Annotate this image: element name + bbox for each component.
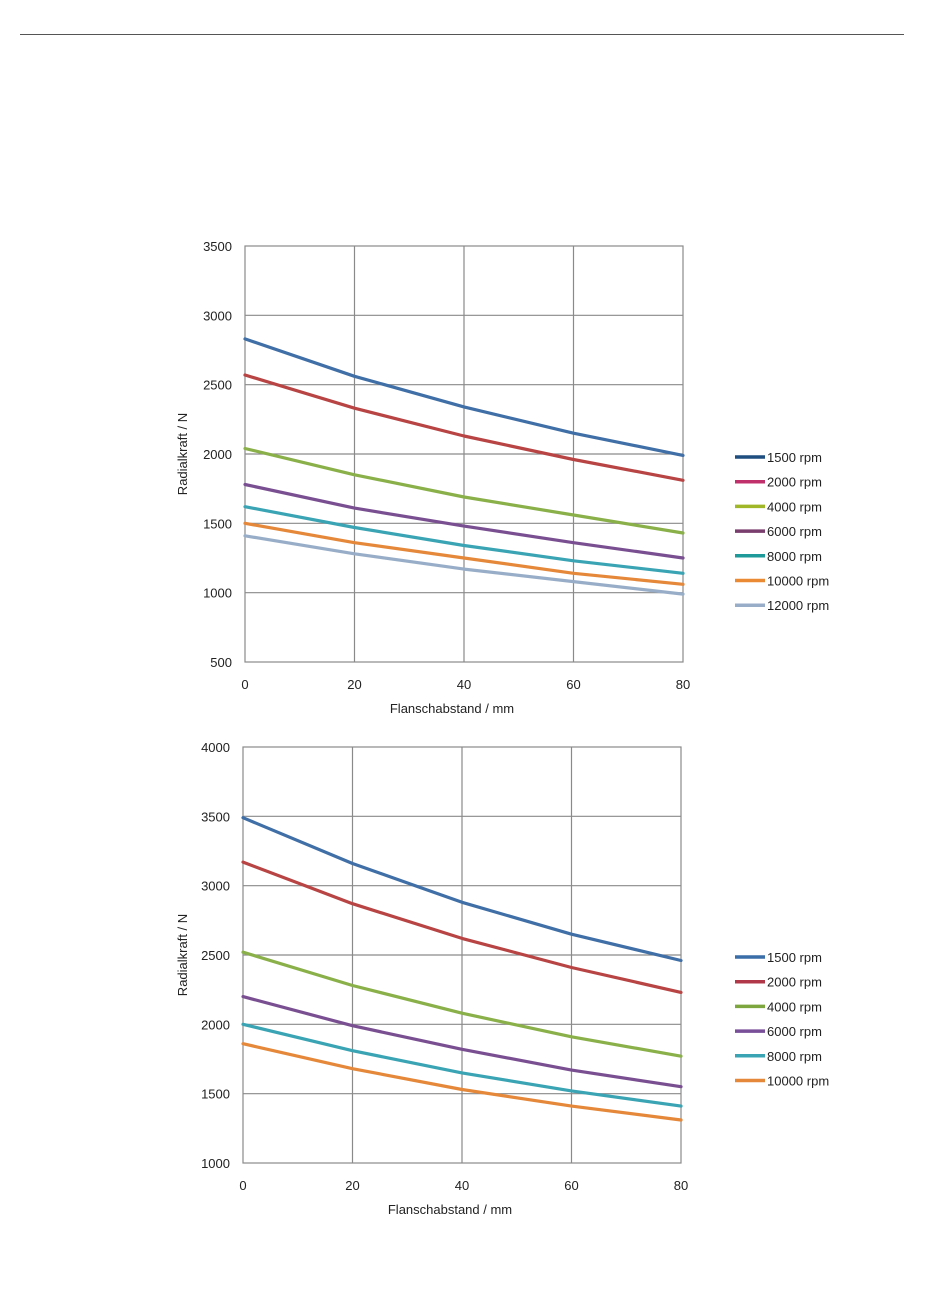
legend-label: 10000 rpm (767, 574, 829, 589)
y-tick-label: 500 (210, 655, 232, 670)
legend-label: 2000 rpm (767, 975, 822, 990)
legend-label: 4000 rpm (767, 499, 822, 514)
legend-label: 12000 rpm (767, 598, 829, 613)
x-tick-label: 0 (239, 1178, 246, 1193)
x-tick-label: 0 (241, 677, 248, 692)
x-tick-label: 40 (455, 1178, 469, 1193)
chart-radial-force-bottom: 0 20 40 60 80 1000 1500 2000 2500 3000 3500 4000 Fla… (175, 740, 829, 1217)
y-tick-label: 1000 (201, 1156, 230, 1171)
series-line-6000-rpm (243, 482, 685, 560)
x-tick-label: 60 (566, 677, 580, 692)
x-axis-label: Flanschabstand / mm (388, 1202, 512, 1217)
y-tick-label: 1500 (203, 516, 232, 531)
y-tick-label: 3000 (203, 308, 232, 323)
x-tick-label: 80 (674, 1178, 688, 1193)
legend-label: 4000 rpm (767, 999, 822, 1014)
legend-label: 6000 rpm (767, 524, 822, 539)
legend-label: 6000 rpm (767, 1024, 822, 1039)
chart-radial-force-top: 0 20 40 60 80 500 1000 1500 2000 2500 3000 3500 Flan… (175, 239, 829, 716)
x-tick-label: 80 (676, 677, 690, 692)
y-tick-label: 3500 (203, 239, 232, 254)
series-line-10000-rpm (241, 1042, 683, 1122)
y-tick-label: 3500 (201, 809, 230, 824)
series-line-1500-rpm (243, 337, 685, 457)
series-line-6000-rpm (241, 994, 683, 1089)
page-header-rule (20, 34, 904, 35)
y-tick-label: 1500 (201, 1087, 230, 1102)
x-tick-label: 20 (345, 1178, 359, 1193)
series-line-10000-rpm (243, 521, 685, 586)
series-line-1500-rpm (241, 816, 683, 963)
legend-label: 2000 rpm (767, 475, 822, 490)
x-tick-label: 20 (347, 677, 361, 692)
x-axis-label: Flanschabstand / mm (390, 701, 514, 716)
y-tick-label: 2000 (201, 1017, 230, 1032)
series-line-8000-rpm (241, 1022, 683, 1108)
x-tick-label: 40 (457, 677, 471, 692)
legend-label: 1500 rpm (767, 450, 822, 465)
y-tick-label: 1000 (203, 586, 232, 601)
y-tick-label: 4000 (201, 740, 230, 755)
y-tick-label: 3000 (201, 879, 230, 894)
x-tick-label: 60 (564, 1178, 578, 1193)
series-line-12000-rpm (243, 534, 685, 596)
y-tick-label: 2500 (203, 378, 232, 393)
legend-label: 8000 rpm (767, 549, 822, 564)
series-line-4000-rpm (241, 950, 683, 1058)
legend-label: 10000 rpm (767, 1074, 829, 1089)
legend-label: 1500 rpm (767, 950, 822, 965)
series-line-4000-rpm (243, 446, 685, 535)
y-tick-label: 2500 (201, 948, 230, 963)
series-line-2000-rpm (241, 860, 683, 995)
y-axis-label: Radialkraft / N (175, 914, 190, 996)
y-axis-label: Radialkraft / N (175, 413, 190, 495)
legend-label: 8000 rpm (767, 1049, 822, 1064)
y-tick-label: 2000 (203, 447, 232, 462)
series-line-2000-rpm (243, 373, 685, 482)
series-line-8000-rpm (243, 505, 685, 575)
